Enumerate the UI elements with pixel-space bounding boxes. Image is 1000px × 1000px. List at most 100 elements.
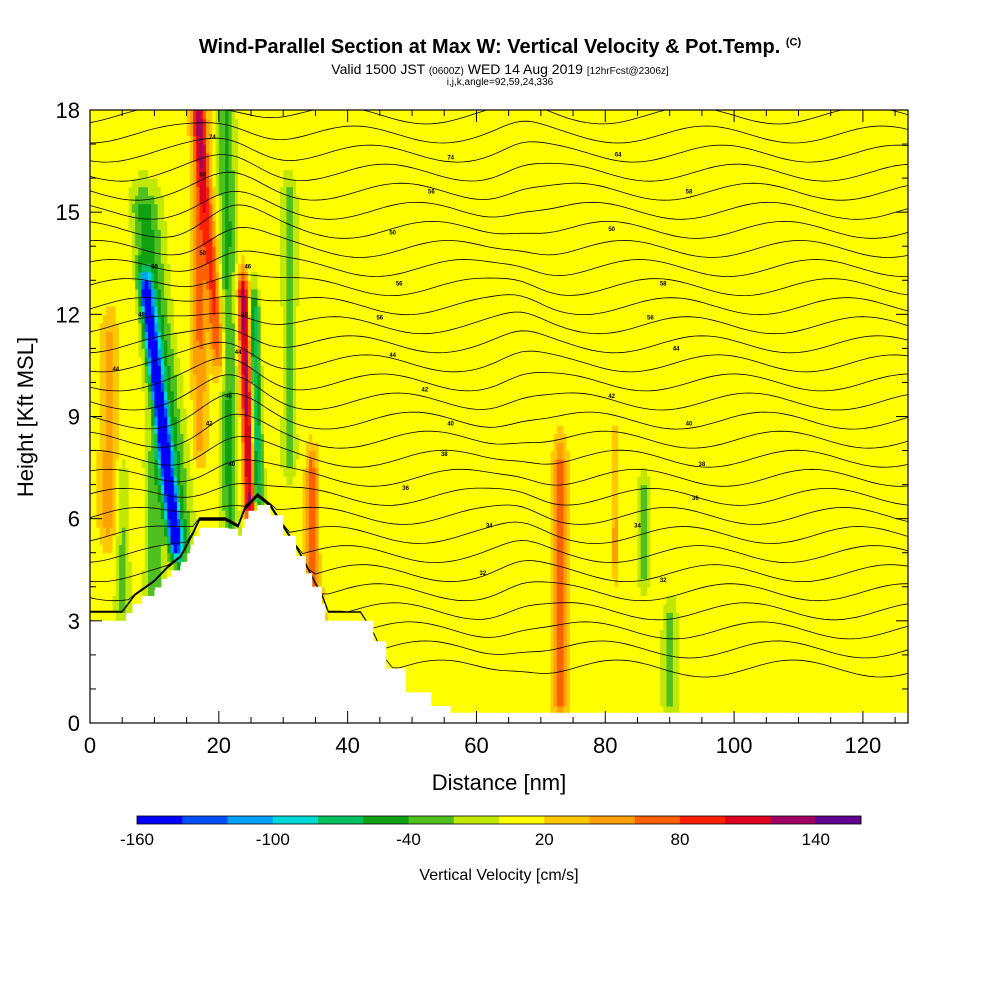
velocity-cell bbox=[96, 135, 101, 145]
velocity-cell bbox=[186, 203, 191, 213]
velocity-cell bbox=[212, 416, 217, 426]
velocity-cell bbox=[138, 271, 143, 281]
velocity-cell bbox=[183, 203, 188, 213]
velocity-cell bbox=[193, 484, 197, 494]
velocity-cell bbox=[196, 237, 201, 247]
velocity-cell bbox=[202, 476, 207, 486]
velocity-cell bbox=[231, 118, 236, 128]
velocity-cell bbox=[141, 356, 146, 367]
velocity-cell bbox=[96, 237, 101, 247]
velocity-cell bbox=[180, 442, 184, 452]
velocity-cell bbox=[193, 263, 197, 273]
velocity-cell bbox=[144, 407, 149, 418]
velocity-cell bbox=[154, 220, 159, 230]
velocity-cell bbox=[167, 459, 172, 469]
velocity-cell bbox=[93, 365, 98, 375]
velocity-cell bbox=[160, 356, 165, 367]
velocity-cell bbox=[209, 144, 213, 154]
velocity-cell bbox=[118, 348, 123, 358]
velocity-cell bbox=[205, 237, 210, 247]
velocity-cell bbox=[106, 399, 110, 409]
velocity-cell bbox=[160, 416, 165, 426]
velocity-cell bbox=[180, 135, 184, 145]
velocity-cell bbox=[96, 450, 101, 460]
velocity-cell bbox=[99, 203, 104, 213]
velocity-cell bbox=[112, 280, 117, 290]
velocity-cell bbox=[90, 152, 94, 162]
velocity-cell bbox=[205, 518, 210, 528]
velocity-cell bbox=[90, 459, 94, 469]
velocity-cell bbox=[180, 365, 184, 375]
velocity-cell bbox=[225, 280, 230, 290]
velocity-cell bbox=[164, 118, 168, 128]
velocity-cell bbox=[115, 416, 120, 426]
velocity-cell bbox=[106, 569, 110, 579]
velocity-cell bbox=[218, 135, 223, 145]
velocity-cell bbox=[154, 237, 159, 247]
velocity-cell bbox=[138, 152, 143, 162]
velocity-cell bbox=[173, 195, 178, 205]
velocity-cell bbox=[205, 314, 210, 324]
velocity-cell bbox=[102, 493, 107, 503]
velocity-cell bbox=[90, 493, 94, 503]
velocity-cell bbox=[125, 220, 130, 230]
velocity-cell bbox=[176, 305, 181, 315]
velocity-cell bbox=[196, 356, 201, 367]
velocity-cell bbox=[102, 339, 107, 349]
velocity-cell bbox=[189, 382, 194, 392]
velocity-cell bbox=[141, 271, 146, 281]
velocity-cell bbox=[225, 365, 230, 375]
velocity-cell bbox=[205, 501, 210, 511]
velocity-cell bbox=[154, 118, 159, 128]
velocity-cell bbox=[189, 518, 194, 528]
velocity-cell bbox=[135, 144, 139, 154]
velocity-cell bbox=[141, 254, 146, 264]
velocity-cell bbox=[183, 407, 188, 418]
velocity-cell bbox=[212, 110, 217, 120]
velocity-cell bbox=[160, 339, 165, 349]
velocity-cell bbox=[193, 365, 197, 375]
velocity-cell bbox=[202, 178, 207, 188]
velocity-cell bbox=[205, 220, 210, 230]
velocity-cell bbox=[115, 484, 120, 494]
velocity-cell bbox=[234, 237, 239, 247]
velocity-cell bbox=[164, 535, 168, 545]
velocity-cell bbox=[186, 271, 191, 281]
velocity-cell bbox=[147, 433, 152, 443]
velocity-cell bbox=[176, 373, 181, 384]
velocity-cell bbox=[135, 110, 139, 120]
velocity-cell bbox=[115, 552, 120, 562]
velocity-cell bbox=[106, 484, 110, 494]
velocity-cell bbox=[99, 212, 104, 222]
velocity-cell bbox=[218, 288, 223, 298]
velocity-cell bbox=[180, 186, 184, 196]
velocity-cell bbox=[160, 186, 165, 196]
velocity-cell bbox=[218, 186, 223, 196]
velocity-cell bbox=[112, 459, 117, 469]
velocity-cell bbox=[99, 195, 104, 205]
velocity-cell bbox=[102, 161, 107, 171]
velocity-cell bbox=[193, 195, 197, 205]
velocity-cell bbox=[218, 161, 223, 171]
velocity-cell bbox=[118, 527, 123, 537]
velocity-cell bbox=[160, 152, 165, 162]
velocity-cell bbox=[164, 348, 168, 358]
velocity-cell bbox=[118, 561, 123, 571]
velocity-cell bbox=[160, 212, 165, 222]
velocity-cell bbox=[106, 518, 110, 528]
velocity-cell bbox=[173, 314, 178, 324]
velocity-cell bbox=[222, 280, 226, 290]
velocity-cell bbox=[170, 220, 175, 230]
velocity-cell bbox=[90, 314, 94, 324]
velocity-cell bbox=[96, 527, 101, 537]
velocity-cell bbox=[93, 220, 98, 230]
velocity-cell bbox=[199, 203, 204, 213]
velocity-cell bbox=[144, 263, 149, 273]
velocity-cell bbox=[96, 425, 101, 435]
velocity-cell bbox=[102, 365, 107, 375]
velocity-cell bbox=[102, 390, 107, 401]
velocity-cell bbox=[131, 271, 136, 281]
velocity-cell bbox=[125, 118, 130, 128]
velocity-cell bbox=[93, 433, 98, 443]
velocity-cell bbox=[183, 373, 188, 384]
